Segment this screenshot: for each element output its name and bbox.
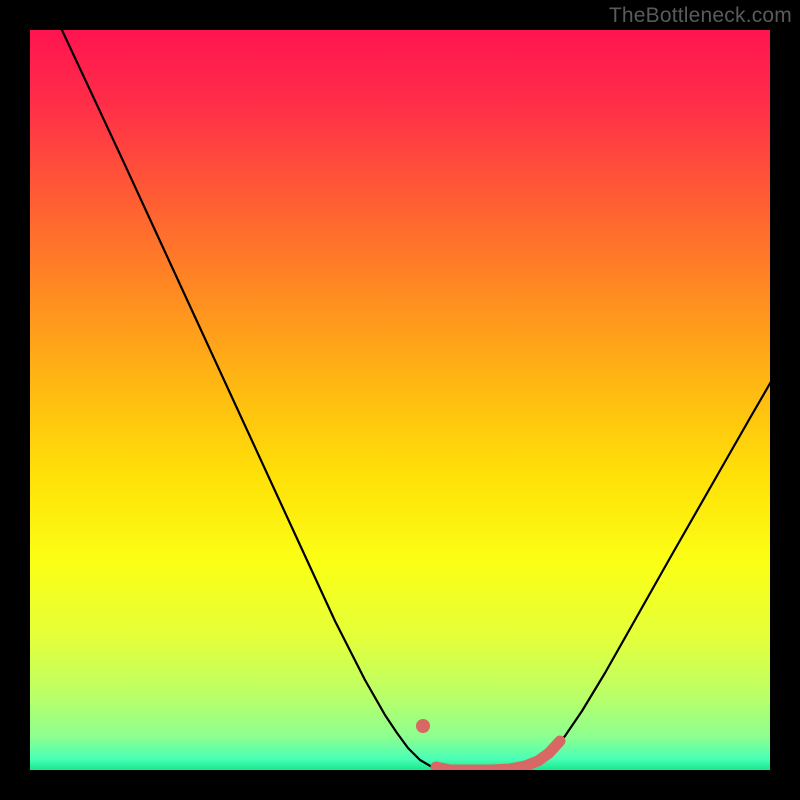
chart-background [30, 30, 770, 770]
chart-plot-area [30, 30, 770, 770]
highlight-dot [416, 719, 430, 733]
watermark-text: TheBottleneck.com [609, 4, 792, 28]
chart-svg [30, 30, 770, 770]
